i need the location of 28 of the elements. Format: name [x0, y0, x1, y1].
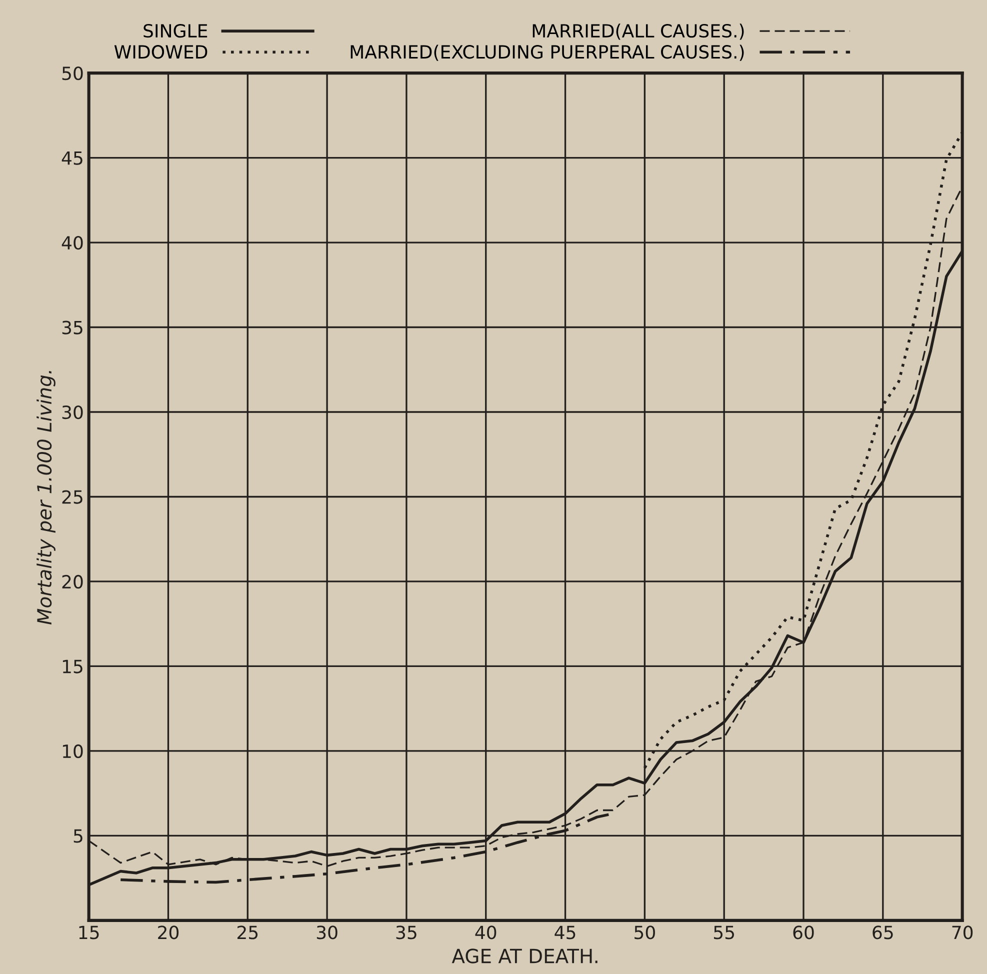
x-tick-label: 50 — [634, 926, 655, 940]
y-tick-label: 30 — [62, 405, 83, 420]
x-tick-label: 45 — [554, 926, 576, 940]
y-tick-label: 10 — [62, 744, 83, 758]
x-tick-label: 35 — [396, 926, 416, 940]
x-tick-label: 65 — [872, 926, 893, 940]
y-axis-title: Mortality per 1.000 Living. — [36, 371, 56, 625]
legend-label: MARRIED(ALL CAUSES.) — [532, 24, 744, 40]
y-tick-label: 40 — [62, 236, 83, 250]
legend-label: MARRIED(EXCLUDING PUERPERAL CAUSES.) — [350, 44, 744, 61]
y-tick-label: 35 — [62, 320, 82, 334]
y-tick-label: 50 — [62, 66, 83, 80]
y-tick-label: 15 — [62, 660, 82, 674]
x-tick-label: 40 — [475, 926, 496, 940]
x-axis-title: AGE AT DEATH. — [452, 948, 598, 964]
x-tick-label: 15 — [79, 926, 99, 940]
legend-label: WIDOWED — [114, 45, 208, 59]
x-tick-label: 30 — [316, 926, 338, 940]
legend-label: SINGLE — [144, 24, 208, 38]
y-tick-label: 20 — [62, 574, 83, 589]
x-tick-label: 55 — [714, 926, 734, 940]
x-tick-label: 20 — [158, 926, 179, 940]
x-tick-label: 70 — [952, 926, 973, 940]
x-tick-label: 60 — [793, 926, 814, 940]
x-tick-label: 25 — [237, 926, 258, 940]
y-tick-label: 5 — [74, 829, 82, 843]
y-tick-label: 45 — [62, 151, 82, 165]
y-tick-label: 25 — [62, 490, 82, 504]
